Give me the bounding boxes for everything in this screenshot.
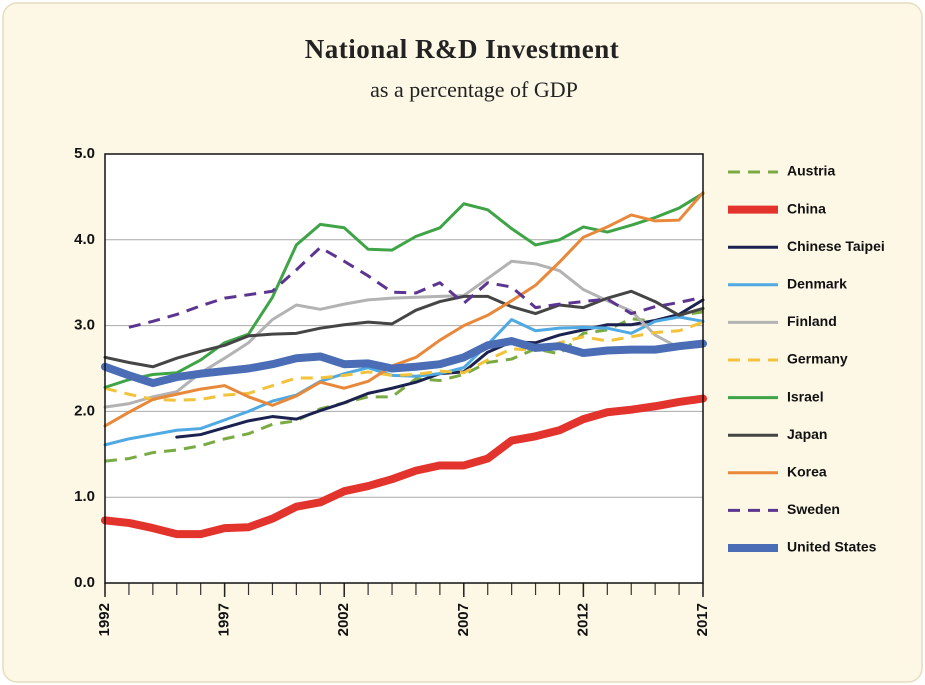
x-tick-label: 2012 xyxy=(574,603,591,636)
chart-subtitle: as a percentage of GDP xyxy=(370,77,578,102)
y-tick-label: 2.0 xyxy=(74,402,95,419)
x-tick-label: 2017 xyxy=(694,603,711,636)
series-line xyxy=(104,320,704,402)
legend-label: Germany xyxy=(787,351,848,367)
y-tick-label: 1.0 xyxy=(74,488,95,505)
legend-label: Chinese Taipei xyxy=(787,238,885,254)
legend-label: Sweden xyxy=(787,501,840,517)
legend-label: Finland xyxy=(787,313,837,329)
y-tick-label: 3.0 xyxy=(74,317,95,334)
series-line xyxy=(103,191,705,428)
x-tick-label: 1997 xyxy=(216,603,233,636)
series-line xyxy=(103,289,705,369)
series-line xyxy=(104,310,704,463)
y-tick-label: 0.0 xyxy=(74,574,95,591)
x-tick-label: 2002 xyxy=(335,603,352,636)
legend-label: Israel xyxy=(787,388,824,404)
x-tick-label: 1992 xyxy=(96,603,113,636)
y-tick-label: 4.0 xyxy=(74,231,95,248)
plot-border xyxy=(104,153,704,584)
series-line xyxy=(101,337,707,388)
y-tick-label: 5.0 xyxy=(74,145,95,162)
legend-label: Denmark xyxy=(787,276,847,292)
legend-label: China xyxy=(787,200,826,216)
chart-title: National R&D Investment xyxy=(305,34,620,64)
legend-label: United States xyxy=(787,539,877,555)
series-line xyxy=(103,191,705,389)
x-tick-label: 2007 xyxy=(455,603,472,636)
series-line xyxy=(101,394,707,539)
legend-label: Korea xyxy=(787,464,827,480)
legend-label: Austria xyxy=(787,163,835,179)
series-line xyxy=(128,246,704,329)
legend-label: Japan xyxy=(787,426,827,442)
